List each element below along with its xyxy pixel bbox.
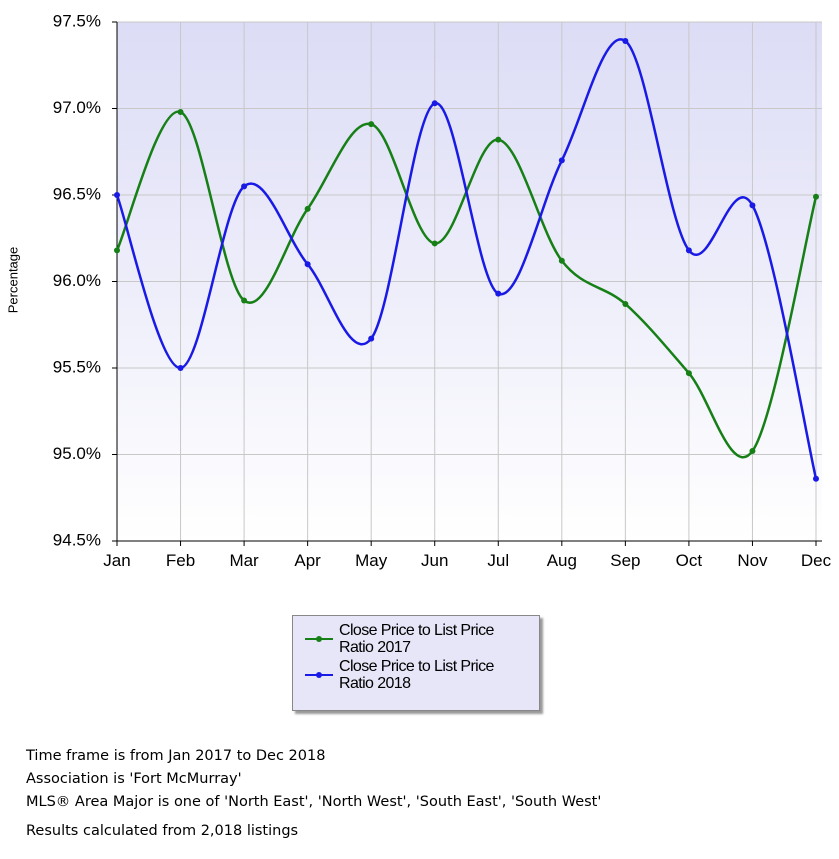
data-point <box>749 448 756 455</box>
series-line <box>115 38 818 480</box>
data-point <box>114 192 120 198</box>
x-tick-label: Sep <box>610 551 640 570</box>
x-tick-label: Oct <box>676 551 703 570</box>
footer-line: Association is 'Fort McMurray' <box>26 771 242 787</box>
legend-item: Close Price to List Price Ratio 2018 <box>303 658 539 692</box>
data-point <box>685 247 692 254</box>
y-tick-label: 95.5% <box>53 357 101 376</box>
data-point <box>304 261 311 268</box>
y-axis-label: Percentage <box>5 247 20 314</box>
legend-item: Close Price to List Price Ratio 2017 <box>303 622 539 656</box>
legend-key <box>303 668 339 682</box>
data-point <box>368 335 375 342</box>
data-point <box>622 300 629 307</box>
data-point <box>749 202 756 209</box>
data-point <box>431 100 438 107</box>
y-tick-label: 95.0% <box>53 444 101 463</box>
chart: Percentage 94.5% 95.0% 95.5% 96.0% 96.5% 97.0… <box>5 11 832 570</box>
legend-key <box>303 632 339 646</box>
data-point <box>558 257 565 264</box>
data-point <box>304 205 311 212</box>
data-point <box>495 290 502 297</box>
x-tick-label: Aug <box>547 551 577 570</box>
x-tick-label: Dec <box>801 551 832 570</box>
data-point <box>558 157 565 164</box>
x-tick-label: Apr <box>294 551 321 570</box>
footer-line: Time frame is from Jan 2017 to Dec 2018 <box>26 748 326 764</box>
y-tick-label: 97.0% <box>53 98 101 117</box>
footer-line: Results calculated from 2,018 listings <box>26 823 299 839</box>
data-point <box>813 475 819 482</box>
x-tick-label: Nov <box>737 551 768 570</box>
legend-label: Close Price to List Price Ratio 2018 <box>339 658 494 692</box>
footer: Time frame is from Jan 2017 to Dec 2018 A… <box>26 745 601 843</box>
y-tick-label: 94.5% <box>53 530 101 549</box>
data-point <box>114 247 120 254</box>
data-point <box>813 193 819 200</box>
series-line <box>115 110 818 459</box>
footer-line: MLS® Area Major is one of 'North East', … <box>26 794 602 810</box>
x-tick-label: Jan <box>103 551 130 570</box>
y-tick-label: 96.0% <box>53 271 101 290</box>
x-tick-label: Feb <box>166 551 195 570</box>
data-point <box>685 370 692 377</box>
data-point <box>622 38 629 45</box>
x-tick-label: May <box>355 551 388 570</box>
y-tick-label: 97.5% <box>53 11 101 30</box>
data-point <box>241 297 248 304</box>
legend: Close Price to List Price Ratio 2017 Clos… <box>292 615 540 711</box>
x-tick-label: Mar <box>229 551 259 570</box>
x-tick-label: Jun <box>421 551 448 570</box>
data-point <box>495 136 502 143</box>
data-point <box>177 365 184 371</box>
legend-label: Close Price to List Price Ratio 2017 <box>339 622 494 656</box>
data-point <box>431 240 438 247</box>
data-point <box>177 108 184 115</box>
x-tick-label: Jul <box>487 551 509 570</box>
y-tick-label: 96.5% <box>53 184 101 203</box>
data-point <box>241 183 248 190</box>
data-point <box>368 121 375 128</box>
